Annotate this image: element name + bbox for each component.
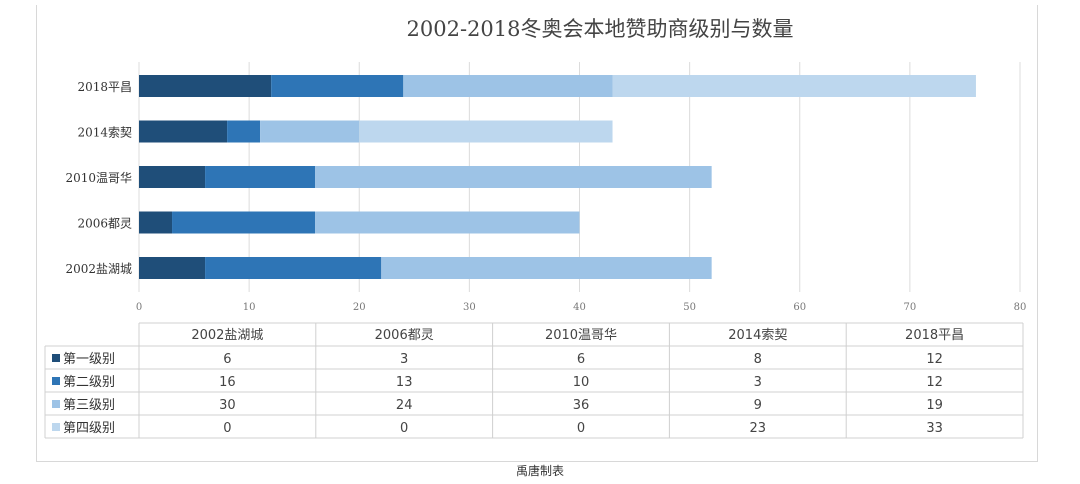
table-cell: 36 (573, 398, 590, 413)
table-cell: 16 (219, 375, 236, 390)
table-cell: 19 (926, 398, 943, 413)
bar-segment (205, 166, 316, 188)
y-category-label: 2010温哥华 (65, 171, 132, 185)
legend-swatch (52, 377, 60, 385)
table-header: 2018平昌 (905, 328, 964, 343)
table-cell: 13 (396, 375, 413, 390)
bar-segment (139, 257, 206, 279)
bar-segment (139, 166, 206, 188)
table-cell: 0 (223, 421, 231, 436)
legend-swatch (52, 423, 60, 431)
table-cell: 12 (926, 352, 943, 367)
bar-segment (381, 257, 712, 279)
table-cell: 24 (396, 398, 413, 413)
bar-segment (403, 75, 613, 97)
table-cell: 12 (926, 375, 943, 390)
table-cell: 8 (754, 352, 762, 367)
table-cell: 6 (223, 352, 231, 367)
x-tick-label: 10 (243, 302, 256, 313)
x-tick-label: 0 (136, 302, 142, 313)
x-tick-label: 50 (683, 302, 696, 313)
chart-title: 2002-2018冬奥会本地赞助商级别与数量 (407, 17, 794, 41)
table-cell: 6 (577, 352, 585, 367)
table-cell: 30 (219, 398, 236, 413)
x-tick-label: 20 (353, 302, 366, 313)
legend-label: 第三级别 (63, 398, 115, 413)
x-tick-label: 80 (1014, 302, 1027, 313)
bar-segment (139, 75, 272, 97)
x-tick-label: 40 (573, 302, 586, 313)
table-cell: 10 (573, 375, 590, 390)
legend-label: 第四级别 (63, 421, 115, 436)
table-cell: 0 (577, 421, 585, 436)
x-tick-label: 30 (463, 302, 476, 313)
x-tick-label: 60 (793, 302, 806, 313)
bar-segment (205, 257, 382, 279)
bar-segment (612, 75, 976, 97)
table-cell: 33 (926, 421, 943, 436)
y-category-label: 2014索契 (77, 126, 132, 140)
legend-swatch (52, 400, 60, 408)
y-category-label: 2006都灵 (77, 217, 132, 231)
bar-segment (139, 120, 228, 143)
bar-segment (315, 211, 580, 234)
table-header: 2014索契 (728, 328, 787, 343)
y-category-label: 2002盐湖城 (65, 261, 132, 276)
bar-segment (315, 166, 712, 188)
legend-label: 第二级别 (63, 375, 115, 390)
table-cell: 3 (754, 375, 762, 390)
bar-segment (227, 120, 261, 143)
bar-segment (260, 120, 360, 143)
bar-segment (271, 75, 404, 97)
table-cell: 3 (400, 352, 408, 367)
legend-label: 第一级别 (63, 352, 115, 367)
y-category-label: 2018平昌 (77, 80, 132, 94)
legend-swatch (52, 354, 60, 362)
table-header: 2006都灵 (375, 328, 434, 343)
footer-credit: 禹唐制表 (515, 464, 564, 478)
bar-segment (359, 120, 613, 143)
chart-frame (36, 5, 1038, 462)
bar-segment (139, 211, 173, 234)
table-cell: 0 (400, 421, 408, 436)
table-cell: 9 (754, 398, 762, 413)
table-cell: 23 (750, 421, 767, 436)
table-header: 2002盐湖城 (191, 328, 263, 343)
table-header: 2010温哥华 (545, 328, 617, 343)
bar-segment (172, 211, 316, 234)
x-tick-label: 70 (904, 302, 917, 313)
